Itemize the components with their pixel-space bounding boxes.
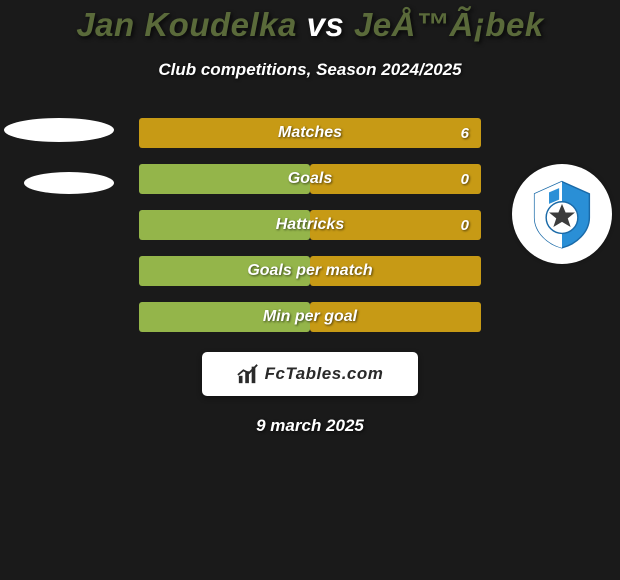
stat-row: Hattricks 0 [139,210,481,240]
stat-label: Min per goal [263,308,357,326]
bar-fill-player2 [310,164,481,194]
stat-label: Hattricks [276,216,344,234]
stat-value-player2: 0 [461,171,469,188]
stat-label: Goals [288,170,332,188]
stat-row: Goals 0 [139,164,481,194]
fctables-logo-text: FcTables.com [265,364,384,384]
fctables-logo[interactable]: FcTables.com [202,352,418,396]
stat-label: Goals per match [247,262,372,280]
stat-value-player2: 0 [461,217,469,234]
stat-row: Min per goal [139,302,481,332]
stat-row: Matches 6 [139,118,481,148]
bar-chart-icon [237,363,259,385]
stat-label: Matches [278,124,342,142]
ornament-ellipse [4,118,114,142]
right-ornaments [510,118,620,348]
player1-name: Jan Koudelka [76,6,297,43]
subtitle: Club competitions, Season 2024/2025 [0,60,620,80]
club-badge [512,164,612,264]
date-label: 9 march 2025 [0,416,620,436]
page-title: Jan Koudelka vs JeÅ™Ã¡bek [0,0,620,44]
stat-row: Goals per match [139,256,481,286]
player2-name: JeÅ™Ã¡bek [354,6,544,43]
stats-area: Matches 6 Goals 0 Hattricks 0 Goals per match M… [0,118,620,348]
left-ornaments [0,118,110,348]
infographic-root: Jan Koudelka vs JeÅ™Ã¡bek Club competiti… [0,0,620,580]
bar-fill-player1 [139,164,310,194]
vs-text: vs [307,6,345,43]
ornament-ellipse [24,172,114,194]
club-badge-icon [526,178,598,250]
stat-value-player2: 6 [461,125,469,142]
